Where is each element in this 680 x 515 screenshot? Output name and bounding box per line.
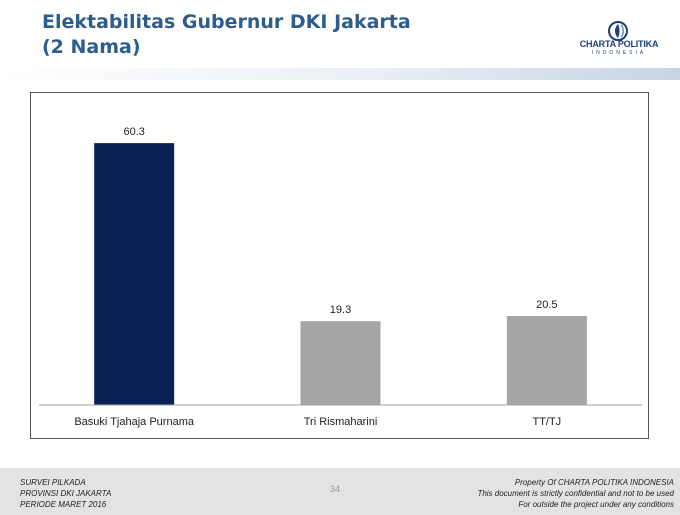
page-title-line-2: (2 Nama) <box>42 36 141 58</box>
bar-tt-tj <box>506 315 587 405</box>
bar-chart: 60.3 Basuki Tjahaja Purnama 19.3 Tri Rismah… <box>39 126 642 428</box>
footer-survey-line-2: PROVINSI DKI JAKARTA <box>20 489 112 498</box>
charta-politika-logo: CHARTA POLITIKA INDONESIA <box>566 20 672 60</box>
footer-survey-line-1: SURVEI PILKADA <box>20 478 86 487</box>
category-label-tt-tj: TT/TJ <box>532 416 561 428</box>
page-title: Elektabilitas Gubernur DKI Jakarta (2 Na… <box>42 10 411 60</box>
footer-disclaimer-line-2: This document is strictly confidential a… <box>477 489 674 498</box>
footer-disclaimer-line-1: Property Of CHARTA POLITIKA INDONESIA <box>514 478 674 487</box>
logo-name: CHARTA POLITIKA <box>579 39 659 49</box>
page-title-line-1: Elektabilitas Gubernur DKI Jakarta <box>42 11 411 33</box>
logo-subtitle: INDONESIA <box>591 50 647 56</box>
category-label-tri-rismaharini: Tri Rismaharini <box>304 416 378 428</box>
header-band <box>0 68 680 80</box>
bar-basuki-tjahaja-purnama <box>94 143 175 405</box>
chart-frame: 60.3 Basuki Tjahaja Purnama 19.3 Tri Rismah… <box>30 92 649 439</box>
bar-tri-rismaharini <box>300 321 381 405</box>
footer: SURVEI PILKADA PROVINSI DKI JAKARTA PERI… <box>0 468 680 515</box>
footer-survey-line-3: PERIODE MARET 2016 <box>20 500 107 509</box>
footer-disclaimer-line-3: For outside the project under any condit… <box>518 500 674 509</box>
page-number: 34 <box>330 484 341 494</box>
data-label-tri-rismaharini: 19.3 <box>330 304 351 316</box>
data-label-basuki-tjahaja-purnama: 60.3 <box>123 126 144 138</box>
footer-survey-info: SURVEI PILKADA PROVINSI DKI JAKARTA PERI… <box>20 477 111 510</box>
footer-disclaimer: Property Of CHARTA POLITIKA INDONESIA Th… <box>477 477 674 510</box>
data-label-tt-tj: 20.5 <box>536 299 557 311</box>
category-label-basuki-tjahaja-purnama: Basuki Tjahaja Purnama <box>74 416 195 428</box>
charta-politika-logo-icon <box>608 21 628 41</box>
